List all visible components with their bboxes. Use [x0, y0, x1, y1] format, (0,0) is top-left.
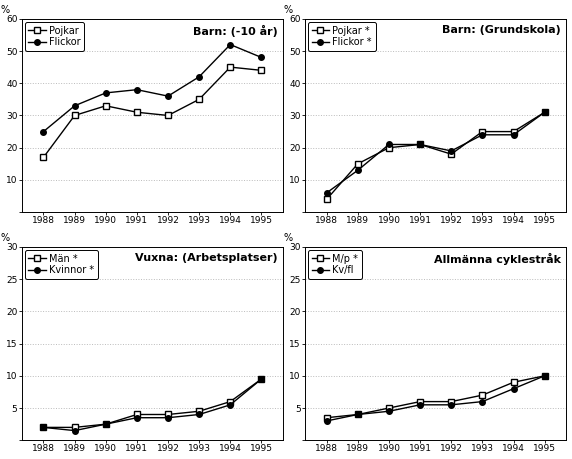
- Legend: Pojkar *, Flickor *: Pojkar *, Flickor *: [308, 22, 375, 51]
- Pojkar: [102, 103, 109, 108]
- Flickor *: [386, 142, 392, 147]
- Line: Flickor: Flickor: [41, 42, 264, 134]
- Pojkar: [258, 67, 265, 73]
- Kv/fl: [323, 418, 330, 424]
- Kvinnor *: [258, 376, 265, 382]
- Flickor *: [479, 132, 486, 138]
- Flickor: [258, 55, 265, 60]
- Line: M/p *: M/p *: [324, 373, 547, 420]
- M/p *: [479, 392, 486, 398]
- Kvinnor *: [71, 428, 78, 433]
- Line: Pojkar *: Pojkar *: [324, 109, 547, 202]
- Män *: [196, 409, 202, 414]
- Pojkar *: [386, 145, 392, 151]
- Kv/fl: [479, 399, 486, 404]
- Pojkar: [40, 155, 47, 160]
- Text: %: %: [284, 233, 293, 243]
- Flickor *: [323, 190, 330, 196]
- Legend: Pojkar, Flickor: Pojkar, Flickor: [25, 22, 85, 51]
- Kvinnor *: [133, 415, 140, 420]
- Kv/fl: [510, 386, 517, 392]
- Pojkar *: [355, 161, 362, 167]
- M/p *: [416, 399, 423, 404]
- Flickor *: [541, 110, 548, 115]
- Flickor: [71, 103, 78, 108]
- Flickor: [40, 129, 47, 134]
- Line: Flickor *: Flickor *: [324, 109, 547, 196]
- Text: Allmänna cyklestråk: Allmänna cyklestråk: [434, 253, 561, 265]
- Pojkar: [71, 113, 78, 118]
- Män *: [71, 425, 78, 430]
- M/p *: [510, 380, 517, 385]
- Flickor: [102, 90, 109, 95]
- Män *: [165, 412, 172, 417]
- Text: %: %: [284, 5, 293, 15]
- Line: Kv/fl: Kv/fl: [324, 373, 547, 424]
- M/p *: [541, 373, 548, 379]
- Män *: [227, 399, 234, 404]
- Män *: [102, 421, 109, 427]
- Kv/fl: [386, 409, 392, 414]
- Pojkar *: [541, 110, 548, 115]
- Män *: [133, 412, 140, 417]
- Pojkar: [133, 110, 140, 115]
- Text: Vuxna: (Arbetsplatser): Vuxna: (Arbetsplatser): [136, 253, 278, 263]
- Text: Barn: (Grundskola): Barn: (Grundskola): [443, 25, 561, 34]
- Pojkar: [227, 64, 234, 70]
- Pojkar: [165, 113, 172, 118]
- M/p *: [386, 405, 392, 411]
- Kvinnor *: [102, 421, 109, 427]
- Flickor: [133, 87, 140, 92]
- Line: Män *: Män *: [41, 376, 264, 430]
- Flickor *: [416, 142, 423, 147]
- Pojkar *: [448, 151, 455, 157]
- Flickor: [196, 74, 202, 79]
- Flickor: [165, 93, 172, 99]
- Pojkar *: [510, 129, 517, 134]
- Kv/fl: [541, 373, 548, 379]
- Text: Barn: (-10 år): Barn: (-10 år): [193, 25, 278, 37]
- M/p *: [355, 412, 362, 417]
- Kv/fl: [355, 412, 362, 417]
- Kv/fl: [416, 402, 423, 408]
- Pojkar *: [323, 196, 330, 202]
- Legend: Män *, Kvinnor *: Män *, Kvinnor *: [25, 250, 98, 279]
- Line: Pojkar: Pojkar: [41, 64, 264, 160]
- M/p *: [448, 399, 455, 404]
- Legend: M/p *, Kv/fl: M/p *, Kv/fl: [308, 250, 362, 279]
- Kvinnor *: [40, 425, 47, 430]
- Pojkar *: [416, 142, 423, 147]
- Flickor *: [355, 168, 362, 173]
- Kvinnor *: [196, 412, 202, 417]
- Flickor: [227, 42, 234, 47]
- M/p *: [323, 415, 330, 420]
- Kvinnor *: [165, 415, 172, 420]
- Män *: [258, 376, 265, 382]
- Text: %: %: [1, 233, 10, 243]
- Flickor *: [510, 132, 517, 138]
- Män *: [40, 425, 47, 430]
- Text: %: %: [1, 5, 10, 15]
- Kv/fl: [448, 402, 455, 408]
- Line: Kvinnor *: Kvinnor *: [41, 376, 264, 433]
- Pojkar: [196, 96, 202, 102]
- Kvinnor *: [227, 402, 234, 408]
- Pojkar *: [479, 129, 486, 134]
- Flickor *: [448, 148, 455, 154]
